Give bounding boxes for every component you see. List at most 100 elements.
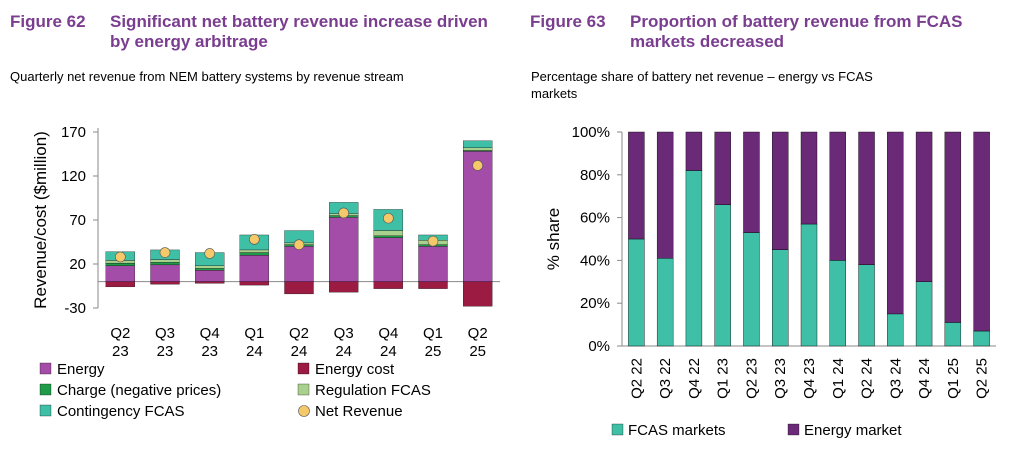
legend-label: Regulation FCAS (315, 382, 431, 399)
right-figure-subtitle-line2: markets (531, 86, 578, 101)
x-tick-label: Q1 25 (945, 358, 962, 399)
x-tick-label: Q2 25 (974, 358, 991, 399)
x-tick-label: Q2 (468, 325, 488, 342)
x-tick-label: Q4 24 (916, 358, 933, 399)
bar-fcas-markets (887, 313, 904, 347)
net-revenue-point (249, 234, 260, 245)
x-tick-label: Q2 22 (628, 358, 645, 399)
bar-energy-cost (150, 281, 180, 285)
x-tick-label: 24 (246, 343, 263, 360)
left-figure-number: Figure 62 (10, 12, 86, 31)
legend-label: Energy (57, 361, 105, 378)
bar-energy (418, 246, 448, 282)
bar-energy (195, 270, 225, 282)
bar-energy-cost (373, 281, 403, 289)
x-tick-label: Q4 22 (686, 358, 703, 399)
bar-energy-cost (418, 281, 448, 289)
legend-marker-net-revenue (298, 405, 310, 417)
bar-energy-market (887, 131, 904, 315)
bar-energy-market (685, 131, 703, 171)
bar-regulation-fcas (239, 249, 269, 253)
bar-energy (329, 217, 359, 282)
x-tick-label: 24 (335, 343, 352, 360)
bar-energy-market (915, 131, 933, 283)
x-tick-label: Q1 23 (715, 358, 732, 399)
y-tick-label: 120 (61, 168, 86, 185)
legend-marker (787, 423, 800, 436)
y-axis-label: % share (544, 208, 563, 270)
y-tick-label: 0% (588, 338, 610, 355)
bar-regulation-fcas (373, 230, 403, 236)
bar-regulation-fcas (150, 259, 180, 263)
right-figure-number: Figure 63 (530, 12, 606, 31)
x-tick-label: 23 (112, 343, 129, 360)
legend-marker (39, 362, 52, 375)
x-tick-label: Q1 (244, 325, 264, 342)
legend-marker (611, 423, 624, 436)
bar-contingency-fcas (463, 140, 493, 148)
bar-regulation-fcas (195, 265, 225, 269)
right-figure-title-line1: Proportion of battery revenue from FCAS (630, 12, 963, 31)
net-revenue-point (115, 251, 126, 263)
bar-fcas-markets (800, 223, 818, 347)
bar-energy (239, 255, 269, 282)
left-figure-subtitle: Quarterly net revenue from NEM battery s… (10, 69, 404, 84)
right-figure-title: Figure 63 Proportion of battery revenue … (530, 12, 1020, 52)
x-tick-label: Q2 24 (859, 358, 876, 399)
bar-energy-cost (284, 281, 314, 295)
left-figure-title-line2: by energy arbitrage (110, 32, 268, 51)
bar-energy-cost (329, 281, 359, 293)
bar-charge-negative-prices- (373, 235, 403, 238)
bar-fcas-markets (973, 330, 990, 347)
legend-label: Contingency FCAS (57, 403, 185, 420)
net-revenue-point (159, 247, 171, 258)
bar-energy (105, 265, 135, 282)
x-tick-label: Q3 22 (657, 358, 674, 399)
bar-regulation-fcas (463, 147, 493, 151)
x-tick-label: Q1 24 (830, 358, 847, 399)
x-tick-label: Q3 24 (887, 358, 904, 399)
x-tick-label: 23 (157, 343, 174, 360)
y-tick-label: 60% (580, 210, 610, 227)
y-tick-label: 40% (580, 252, 610, 269)
fcas-share-chart: 100% 80% 60% 40% 20% 0% % share Q2 22 Q3 22 Q4 22… (544, 124, 996, 439)
right-figure-subtitle-line1: Percentage share of battery net revenue … (531, 69, 873, 84)
bar-fcas-markets (772, 249, 789, 347)
bar-fcas-markets (714, 204, 731, 347)
x-tick-label: 23 (201, 343, 218, 360)
bar-charge-negative-prices- (239, 252, 269, 256)
net-revenue-point (293, 239, 305, 250)
bar-energy-market (628, 131, 645, 240)
x-tick-label: Q3 23 (772, 358, 789, 399)
bar-energy (284, 246, 314, 282)
right-figure-title-line2: markets decreased (630, 32, 785, 51)
x-tick-label: Q2 (289, 325, 309, 342)
y-tick-label: 170 (61, 124, 86, 141)
bar-fcas-markets (685, 170, 703, 347)
bar-energy-cost (463, 281, 493, 307)
bar-energy (373, 237, 403, 282)
legend-label: Charge (negative prices) (57, 382, 221, 399)
bar-energy (150, 264, 180, 282)
bar-energy-market (973, 131, 990, 332)
bar-charge-negative-prices- (150, 262, 180, 266)
net-revenue-point (427, 235, 439, 247)
y-tick-label: -30 (64, 300, 86, 317)
bar-energy-market (772, 131, 789, 250)
legend-marker (297, 362, 310, 375)
x-tick-label: Q1 (423, 325, 443, 342)
y-tick-label: 80% (580, 167, 610, 184)
legend-label: Energy market (804, 422, 902, 439)
legend-marker (297, 383, 310, 396)
y-tick-label: 20 (69, 256, 86, 273)
bar-energy-market (858, 131, 875, 265)
x-tick-label: Q4 23 (801, 358, 818, 399)
x-tick-label: 24 (380, 343, 397, 360)
y-axis-label: Revenue/cost ($million) (31, 131, 50, 309)
bar-fcas-markets (656, 258, 674, 347)
x-tick-label: Q4 (378, 325, 398, 342)
net-revenue-point (383, 212, 394, 224)
x-tick-label: Q2 23 (743, 358, 760, 399)
bar-energy (463, 151, 493, 282)
bar-energy-market (656, 131, 674, 259)
